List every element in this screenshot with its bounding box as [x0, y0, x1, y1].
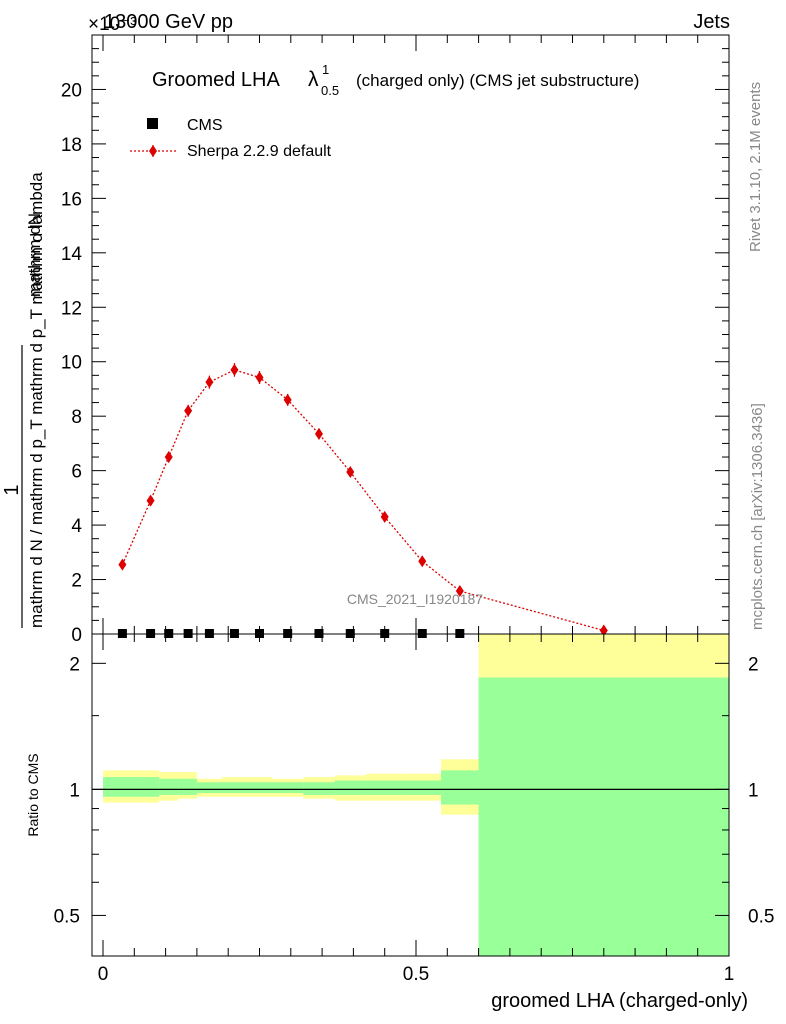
- sherpa-point: [380, 510, 389, 523]
- ratio-band-green: [140, 777, 160, 797]
- ratio-band-green: [441, 770, 479, 805]
- ratio-band-green: [178, 778, 197, 795]
- title-symbol: λ: [308, 68, 319, 91]
- sherpa-point: [418, 555, 427, 568]
- ratio-plot: 0.5 0.5 1 1 2 2 0 0.5 1: [54, 633, 774, 985]
- legend-cms-marker: [147, 118, 158, 129]
- ratio-y-axis-label: Ratio to CMS: [25, 753, 41, 836]
- ratio-band-green: [403, 780, 442, 795]
- x-tick-label: 1: [724, 964, 735, 985]
- y-tick-label: 14: [61, 244, 83, 265]
- sherpa-point: [283, 393, 292, 406]
- ratio-plot-ticks: 0.5 0.5 1 1 2 2 0 0.5 1: [54, 634, 774, 985]
- y-tick-label: 20: [61, 80, 82, 101]
- sherpa-point: [205, 376, 214, 389]
- y-tick-label: 0: [71, 625, 82, 646]
- ratio-y-tick-label-left: 0.5: [54, 906, 80, 927]
- legend: CMS Sherpa 2.2.9 default: [130, 117, 332, 160]
- sherpa-point: [599, 624, 608, 637]
- sherpa-line: [121, 369, 604, 632]
- y-exponent-label: ×10⁻³: [88, 14, 137, 35]
- legend-cms-label: CMS: [187, 117, 223, 134]
- y-tick-label: 6: [71, 462, 82, 483]
- sherpa-point: [184, 404, 193, 417]
- y-tick-label: 8: [71, 407, 82, 428]
- rivet-version-label: Rivet 3.1.10, 2.1M events: [747, 82, 764, 252]
- sherpa-point: [455, 584, 464, 597]
- title-main: Groomed LHA: [152, 69, 280, 91]
- x-tick-label: 0: [98, 964, 109, 985]
- x-axis-label: groomed LHA (charged-only): [491, 990, 748, 1012]
- ratio-band-green: [221, 782, 247, 794]
- plot-title: Groomed LHA λ 1 0.5 (charged only) (CMS …: [152, 62, 639, 98]
- y-tick-label: 12: [61, 298, 82, 319]
- ratio-bands: [92, 634, 729, 956]
- ylabel-numerator: 1: [1, 484, 23, 495]
- ratio-band-green: [334, 780, 366, 795]
- sherpa-point: [146, 494, 155, 507]
- ratio-band-green: [246, 782, 273, 794]
- ratio-plot-frame: [91, 633, 730, 957]
- mcplots-label: mcplots.cern.ch [arXiv:1306.3436]: [749, 403, 766, 630]
- y-tick-label: 16: [61, 189, 82, 210]
- ratio-band-green: [478, 677, 729, 956]
- sherpa-point: [314, 427, 323, 440]
- y-tick-label: 18: [61, 135, 82, 156]
- title-subscript: 0.5: [321, 83, 339, 98]
- energy-label: 13000 GeV pp: [104, 11, 233, 33]
- analysis-watermark: CMS_2021_I1920187: [347, 591, 483, 607]
- x-tick-label: 0.5: [403, 964, 429, 985]
- title-suffix: (charged only) (CMS jet substructure): [356, 71, 639, 90]
- y-tick-label: 10: [61, 353, 82, 374]
- title-superscript: 1: [322, 62, 329, 77]
- main-plot: 0 2 4 6 8 10 12 14 16 18 20 CMS_2021_I1920187: [61, 34, 730, 646]
- ylabel-inner-numerator: mathrm dN: [25, 213, 44, 297]
- ratio-y-tick-label-right: 0.5: [748, 906, 774, 927]
- main-y-axis-label: 1 mathrm d N / mathrm d p_T mathrm d p_T…: [1, 172, 46, 628]
- ratio-y-tick-label-right: 1: [748, 780, 759, 801]
- sherpa-point: [118, 558, 127, 571]
- ratio-band-green: [196, 782, 222, 794]
- ylabel-denominator: mathrm d N / mathrm d p_T mathrm d p_T m…: [27, 172, 46, 628]
- sherpa-point: [230, 363, 239, 376]
- legend-sherpa-label: Sherpa 2.2.9 default: [187, 143, 332, 160]
- main-plot-ticks: 0 2 4 6 8 10 12 14 16 18 20: [61, 35, 730, 646]
- y-tick-label: 2: [71, 571, 82, 592]
- ratio-y-tick-label-left: 2: [69, 654, 80, 675]
- legend-sherpa-marker: [149, 145, 157, 157]
- ratio-band-green: [303, 782, 335, 795]
- ratio-band-green: [103, 777, 141, 797]
- sherpa-point: [346, 465, 355, 478]
- process-label: Jets: [693, 11, 730, 33]
- sherpa-point: [255, 371, 264, 384]
- ratio-band-green: [272, 782, 304, 794]
- ratio-y-tick-label-right: 2: [748, 654, 759, 675]
- ratio-y-tick-label-left: 1: [69, 780, 80, 801]
- sherpa-point: [164, 451, 173, 464]
- ratio-band-green: [365, 780, 404, 795]
- y-tick-label: 4: [71, 516, 82, 537]
- ratio-band-green: [159, 778, 179, 795]
